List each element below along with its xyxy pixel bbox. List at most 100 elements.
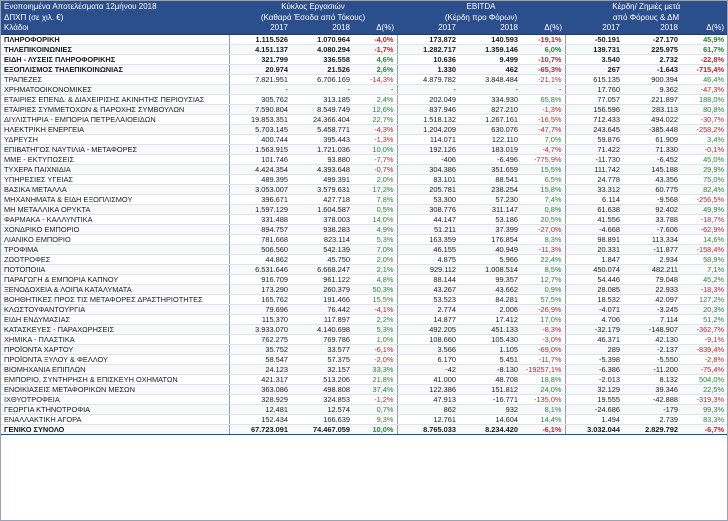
ebitda-delta-cell: -4,7% [521, 144, 565, 155]
ebitda-2018-cell: 43.662 [459, 284, 521, 295]
ebitda-delta-cell: 17,0% [521, 314, 565, 325]
ebitda-2017-cell: 202.049 [396, 94, 459, 105]
revenue-2017-cell: 1.115.526 [228, 34, 291, 45]
ebitda-2017-header: 2017 [397, 23, 459, 35]
ebitda-2018-cell: 105.430 [459, 334, 521, 345]
revenue-2017-cell: 3.933.070 [228, 324, 291, 335]
profit-2018-cell: 221.897 [623, 94, 681, 105]
profit-delta-cell: 80,8% [681, 104, 727, 115]
profit-delta-cell: 83,3% [681, 414, 727, 425]
profit-delta-cell: 14,6% [681, 234, 727, 245]
profit-delta-cell: 61,7% [681, 44, 727, 55]
ebitda-2018-cell: 3.848.484 [459, 74, 521, 85]
table-row: ΥΠΗΡΕΣΙΕΣ ΥΓΕΙΑΣ 489.395 499.391 2,0% 83.101… [1, 174, 727, 185]
ebitda-2018-cell: 37.399 [459, 224, 521, 235]
ebitda-2017-cell: 43.267 [396, 284, 459, 295]
unit-label: ΔΠΧΠ (σε χιλ. €) [1, 12, 229, 23]
profit-delta-cell: -62,9% [681, 224, 727, 235]
revenue-2018-cell: 324.853 [291, 394, 353, 405]
profit-2017-cell: 17.760 [564, 84, 623, 95]
ebitda-2017-cell: 46.155 [396, 244, 459, 255]
ebitda-2017-cell: 192.126 [396, 144, 459, 155]
revenue-delta-cell: 0,5% [353, 204, 397, 215]
profit-2018-cell: 2.739 [623, 414, 681, 425]
ebitda-2017-cell: 122.386 [396, 384, 459, 395]
revenue-delta-cell: 17,2% [353, 184, 397, 195]
group-revenue-title: Κύκλος Εργασιών [228, 1, 397, 12]
profit-delta-cell: -47,3% [681, 84, 727, 95]
revenue-2018-cell: 427.718 [291, 194, 353, 205]
table-row: ΒΑΣΙΚΑ ΜΕΤΑΛΛΑ 3.053.007 3.579.631 17,2% 205… [1, 184, 727, 195]
revenue-2017-cell: 173.290 [228, 284, 291, 295]
revenue-delta-cell: 4,8% [353, 274, 397, 285]
revenue-2017-cell: 4.424.354 [228, 164, 291, 175]
ebitda-2018-cell: 176.854 [459, 234, 521, 245]
ebitda-delta-cell: -3,0% [521, 334, 565, 345]
profit-2018-cell: 225.975 [623, 44, 681, 55]
revenue-2018-cell: 8.549.749 [291, 104, 353, 115]
revenue-2018-cell: 4.140.698 [291, 324, 353, 335]
ebitda-delta-cell: -775,9% [521, 154, 565, 165]
revenue-2018-cell: 1.721.036 [291, 144, 353, 155]
profit-delta-cell: -18,3% [681, 284, 727, 295]
ebitda-2017-cell: 492.205 [396, 324, 459, 335]
profit-delta-cell: 45,2% [681, 274, 727, 285]
ebitda-delta-header: Δ(%) [521, 23, 565, 35]
revenue-2018-cell: - [291, 84, 353, 95]
ebitda-2018-cell: 5.966 [459, 254, 521, 265]
table-row: ΠΑΡΑΓΩΓΗ & ΕΜΠΟΡΙΑ ΚΑΠΝΟΥ 916.709 961.122 4… [1, 274, 727, 285]
ebitda-delta-cell: -26,9% [521, 304, 565, 315]
revenue-delta-cell: -4,0% [353, 34, 397, 45]
profit-2017-cell: 267 [564, 64, 623, 75]
revenue-delta-cell: 50,3% [353, 284, 397, 295]
profit-delta-header: Δ(%) [681, 23, 727, 35]
ebitda-2018-cell: 8.234.420 [459, 423, 521, 435]
sector-name: ΒΙΟΜΗΧΑΝΙΑ ΕΠΙΠΛΩΝ [1, 364, 229, 375]
revenue-delta-header: Δ(%) [353, 23, 397, 35]
profit-2017-cell: 3.540 [564, 54, 623, 65]
table-row: ΞΕΝΟΔΟΧΕΙΑ & ΛΟΙΠΑ ΚΑΤΑΛΥΜΑΤΑ 173.290 260.… [1, 284, 727, 295]
ebitda-2017-cell: 163.359 [396, 234, 459, 245]
profit-2018-header: 2018 [623, 23, 681, 35]
revenue-delta-cell: 4,9% [353, 224, 397, 235]
revenue-delta-cell: 9,3% [353, 414, 397, 425]
profit-2018-cell: 283.113 [623, 104, 681, 115]
table-row: ΕΜΠΟΡΙΟ, ΣΥΝΤΗΡΗΣΗ & ΕΠΙΣΚΕΥΗ ΟΧΗΜΑΤΩΝ 42… [1, 374, 727, 385]
table-row: ΕΝΟΙΚΙΑΣΕΙΣ ΜΕΤΑΦΟΡΙΚΩΝ ΜΕΣΩΝ 363.086 498.… [1, 384, 727, 395]
profit-2017-cell: 20.331 [564, 244, 623, 255]
profit-2017-cell: 243.645 [564, 124, 623, 135]
profit-2018-cell: -42.888 [623, 394, 681, 405]
revenue-2017-cell: 421.317 [228, 374, 291, 385]
profit-2018-cell: 145.188 [623, 164, 681, 175]
sector-name: ΤΡΑΠΕΖΕΣ [1, 74, 229, 85]
ebitda-2018-cell: 140.593 [459, 34, 521, 45]
profit-2017-cell: 615.135 [564, 74, 623, 85]
ebitda-delta-cell: -11,3% [521, 244, 565, 255]
ebitda-2017-cell: - [396, 84, 459, 95]
sector-name: ΖΩΟΤΡΟΦΕΣ [1, 254, 229, 265]
sector-name: ΒΟΗΘΗΤΙΚΕΣ ΠΡΟΣ ΤΙΣ ΜΕΤΑΦΟΡΕΣ ΔΡΑΣΤΗΡΙΟΤ… [1, 294, 229, 305]
profit-delta-cell: 20,3% [681, 304, 727, 315]
revenue-2018-cell: 45.750 [291, 254, 353, 265]
revenue-2018-cell: 21.526 [291, 64, 353, 75]
profit-delta-cell: -9,1% [681, 334, 727, 345]
ebitda-2017-cell: 4.879.782 [396, 74, 459, 85]
sector-name: ΓΕΩΡΓΙΑ ΚΤΗΝΟΤΡΟΦΙΑ [1, 404, 229, 415]
ebitda-2018-cell: 630.076 [459, 124, 521, 135]
ebitda-delta-cell: -69,0% [521, 344, 565, 355]
profit-2017-cell: 77.057 [564, 94, 623, 105]
revenue-2017-cell: 44.862 [228, 254, 291, 265]
profit-delta-cell: -256,5% [681, 194, 727, 205]
group-profit-title: Κέρδη/ Ζημιές μετά [564, 1, 727, 12]
table-row: ΥΔΡΕΥΣΗ 400.744 395.443 -1,3% 114.071 122.110… [1, 134, 727, 145]
revenue-delta-cell: 4,6% [353, 54, 397, 65]
ebitda-2018-cell: 334.930 [459, 94, 521, 105]
revenue-2018-cell: 24.366.404 [291, 114, 353, 125]
revenue-delta-cell: 0,7% [353, 404, 397, 415]
ebitda-2018-cell: 5.451 [459, 354, 521, 365]
revenue-2018-cell: 542.139 [291, 244, 353, 255]
profit-delta-cell: -18,7% [681, 214, 727, 225]
sector-name: ΔΙΥΛΙΣΤΗΡΙΑ - ΕΜΠΟΡΙΑ ΠΕΤΡΕΛΑΙΟΕΙΔΩΝ [1, 114, 229, 125]
profit-delta-cell: 58,9% [681, 254, 727, 265]
revenue-delta-cell: -14,3% [353, 74, 397, 85]
